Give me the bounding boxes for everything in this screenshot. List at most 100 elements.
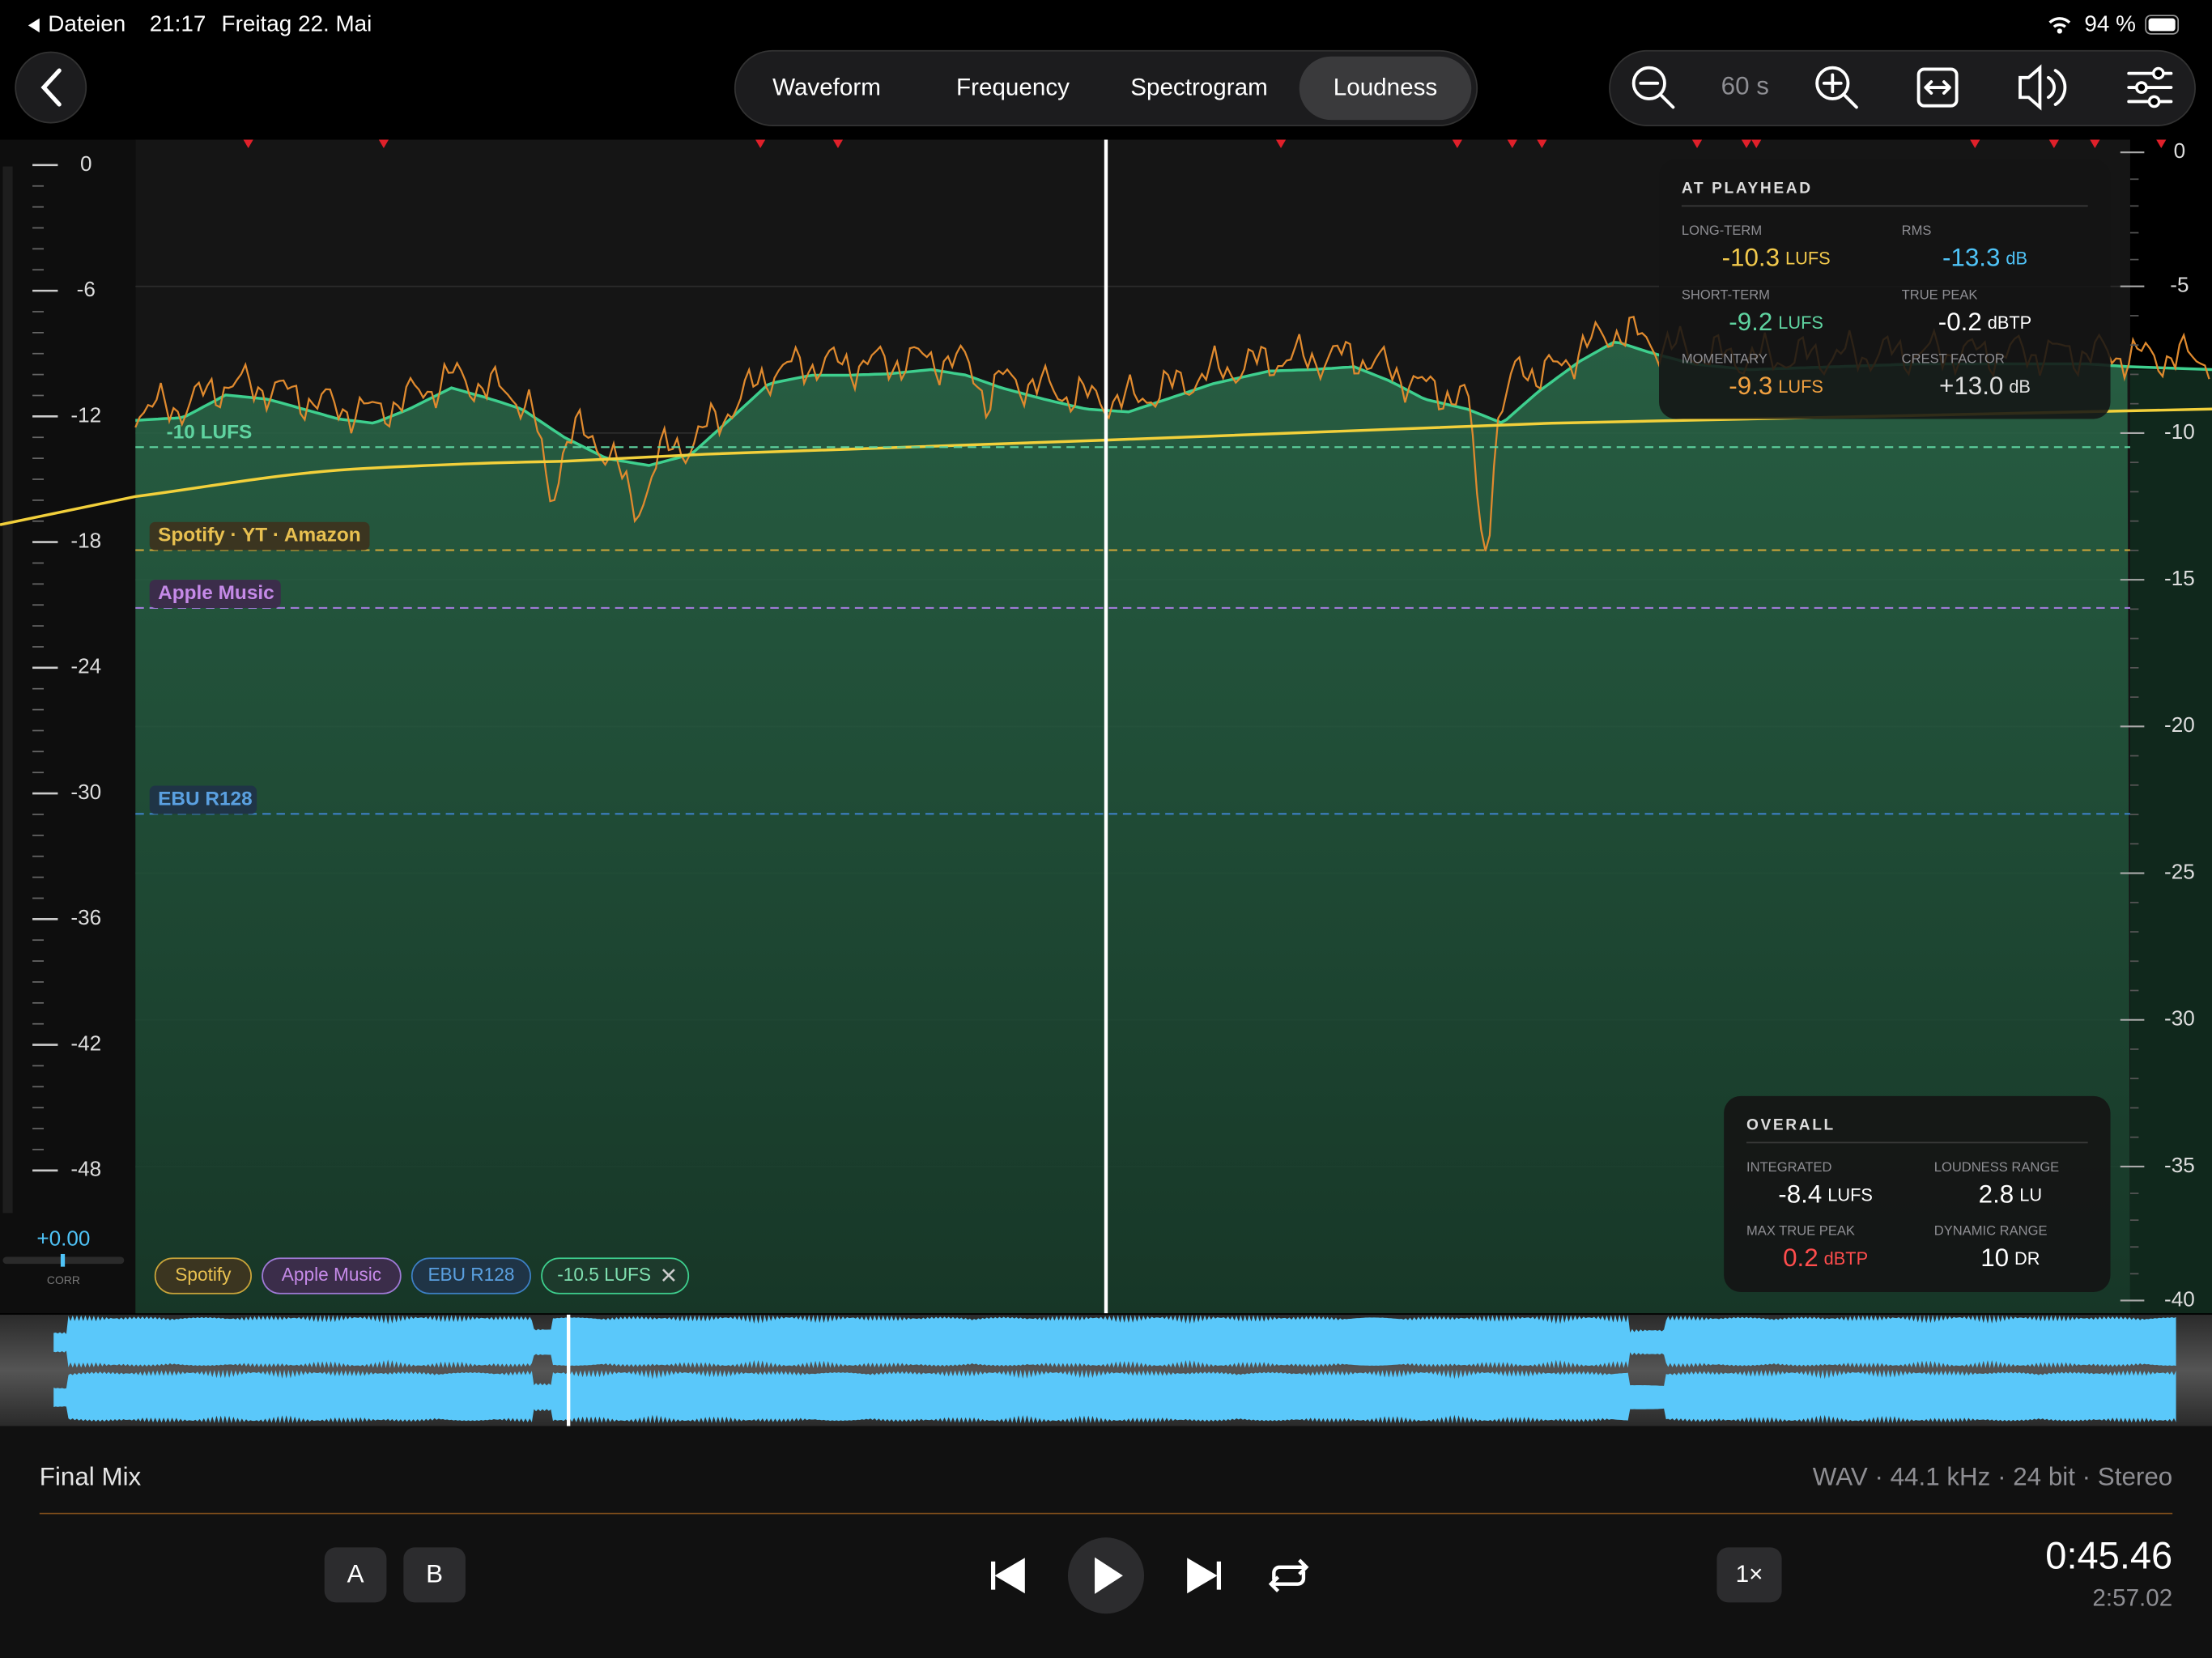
tool-bar <box>1609 49 2196 126</box>
tab-bar <box>734 49 1478 126</box>
event-marker <box>1507 139 1517 148</box>
reference-label: -10 LUFS <box>167 421 253 443</box>
duration-time: 2:57.02 <box>2092 1585 2172 1612</box>
event-marker <box>1970 139 1980 148</box>
metric-label: CREST FACTOR <box>1902 351 2005 367</box>
tab[interactable]: Waveform <box>772 74 881 101</box>
back-app[interactable]: Dateien <box>48 11 125 36</box>
scale-label: -24 <box>70 654 101 678</box>
overview-channel <box>53 1369 2176 1424</box>
tab[interactable]: Frequency <box>956 74 1070 101</box>
tab[interactable]: Loudness <box>1334 74 1437 101</box>
metric-value: -9.3 LUFS <box>1729 372 1823 400</box>
metric-value: -9.2 LUFS <box>1729 308 1823 336</box>
zoom-level: 60 s <box>1721 71 1769 100</box>
scale-label: -42 <box>70 1031 101 1055</box>
b-button[interactable] <box>403 1547 466 1603</box>
reference-label-bg <box>149 785 257 814</box>
metric-value: 2.8 LU <box>1979 1180 2042 1209</box>
battery-outline <box>2145 15 2180 35</box>
zoom-out-icon <box>1639 81 1675 109</box>
overall-panel <box>1724 1095 2111 1293</box>
scale-label: -36 <box>70 905 101 929</box>
reference-label: EBU R128 <box>158 788 253 810</box>
scale-label: -48 <box>70 1157 101 1181</box>
b-label: B <box>426 1560 443 1588</box>
metric-number: -0.2 <box>1938 308 1982 336</box>
tab-selected-bg <box>1299 56 1472 121</box>
metric-value: -0.2 dBTP <box>1938 308 2031 336</box>
tab[interactable]: Spectrogram <box>1130 74 1268 101</box>
event-marker <box>378 139 389 148</box>
chip-label: EBU R128 <box>428 1264 514 1285</box>
scale-label: 0 <box>2174 138 2186 163</box>
level-meter-bar <box>2 166 13 1214</box>
metric-unit: LUFS <box>1827 1184 1873 1205</box>
metric-value: 10 DR <box>1980 1244 2040 1272</box>
reference-label: Spotify · YT · Amazon <box>158 525 361 546</box>
metric-unit: dB <box>2006 248 2027 268</box>
metric-number: +13.0 <box>1939 372 2003 400</box>
at-playhead-panel <box>1659 159 2111 419</box>
filter-chip[interactable] <box>262 1257 402 1295</box>
event-marker <box>755 139 766 148</box>
zoom-in-button[interactable] <box>1815 66 1850 100</box>
a-button[interactable] <box>324 1547 387 1603</box>
metric-number: -8.4 <box>1778 1180 1822 1209</box>
previous-button[interactable] <box>990 1558 1025 1594</box>
volume-button[interactable] <box>2018 64 2067 111</box>
back-arrow-small[interactable] <box>28 18 40 33</box>
chip-label: -10.5 LUFS <box>557 1264 651 1285</box>
metric-value: -13.3 dB <box>1942 244 2027 272</box>
back-button[interactable] <box>15 51 87 124</box>
correlation-indicator <box>60 1253 66 1267</box>
reference-label-bg <box>149 521 370 551</box>
next-button[interactable] <box>1187 1558 1222 1594</box>
battery-fill <box>2148 18 2176 32</box>
correlation-value: +0.00 <box>36 1226 90 1250</box>
long-term-curve <box>0 407 2212 526</box>
event-marker <box>1691 139 1703 148</box>
metric-value: -10.3 LUFS <box>1722 244 1831 272</box>
scale-label: -30 <box>2164 1006 2195 1031</box>
filter-chip[interactable] <box>154 1257 253 1295</box>
event-marker <box>243 139 253 148</box>
speed-button[interactable] <box>1716 1547 1782 1603</box>
left-meter-bg <box>0 139 136 1314</box>
event-marker <box>2090 139 2100 148</box>
metric-number: -10.3 <box>1722 244 1780 272</box>
filter-chip[interactable] <box>410 1257 531 1295</box>
chip-remove[interactable] <box>661 1269 675 1282</box>
date: Freitag 22. Mai <box>222 11 372 36</box>
metric-label: LOUDNESS RANGE <box>1934 1159 2059 1175</box>
zoom-in-icon <box>1822 73 1858 109</box>
metric-value: 0.2 dBTP <box>1783 1244 1868 1272</box>
chip-label: Apple Music <box>282 1264 381 1285</box>
repeat-button[interactable] <box>1268 1558 1309 1592</box>
reference-label: Apple Music <box>158 582 274 604</box>
loudness-area <box>135 342 2130 1314</box>
metric-number: 2.8 <box>1979 1180 2014 1209</box>
scale-label: -6 <box>77 277 96 301</box>
track-name: Final Mix <box>40 1462 142 1490</box>
slider-knob <box>2135 81 2148 94</box>
event-marker <box>2048 139 2059 148</box>
metric-unit: LUFS <box>1785 248 1831 268</box>
scale-label: -15 <box>2164 566 2195 590</box>
a-label: A <box>347 1560 364 1588</box>
fit-button[interactable] <box>1916 67 1959 108</box>
metric-value: -8.4 LUFS <box>1778 1180 1873 1209</box>
event-marker <box>2156 139 2167 148</box>
scale-label: -10 <box>2164 419 2195 444</box>
metric-label: SHORT-TERM <box>1682 287 1770 302</box>
zoom-out-button[interactable] <box>1631 66 1666 100</box>
metric-unit: LUFS <box>1778 312 1823 333</box>
panel-title: OVERALL <box>1746 1116 1836 1133</box>
filter-chip[interactable] <box>541 1257 690 1295</box>
panel-title: AT PLAYHEAD <box>1682 181 1813 198</box>
metric-unit: LU <box>2019 1184 2042 1205</box>
metric-label: TRUE PEAK <box>1902 287 1978 302</box>
fit-icon <box>1924 80 1951 95</box>
